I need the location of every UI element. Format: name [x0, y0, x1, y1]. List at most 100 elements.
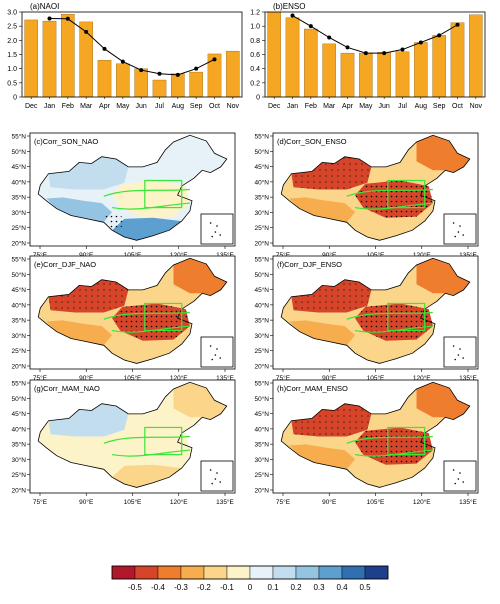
- lon-tick-label: 120°E: [170, 374, 188, 382]
- series-point: [175, 72, 180, 77]
- series-line: [292, 15, 458, 54]
- x-tick-label: Apr: [342, 103, 354, 110]
- significance-stipple: [48, 279, 129, 313]
- lat-tick-label: 50°N: [254, 271, 269, 279]
- bar: [61, 14, 75, 98]
- region-fill: [173, 258, 227, 296]
- lat-tick-label: 20°N: [11, 487, 26, 495]
- lat-tick-label: 50°N: [11, 271, 26, 279]
- region-fill: [355, 464, 425, 488]
- x-tick-label: Oct: [209, 103, 220, 110]
- island-dot: [209, 469, 212, 471]
- lat-tick-label: 20°N: [11, 363, 26, 371]
- yangtze-river: [111, 202, 190, 210]
- lon-tick-label: 135°E: [459, 374, 477, 382]
- colorbar: -0.5 -0.4 -0.3 -0.2 -0.1 0 0.1 0.2 0.3 0.4 0.5: [111, 565, 389, 592]
- south-china-sea-inset: [443, 460, 477, 492]
- lon-tick-label: 105°E: [124, 251, 142, 259]
- yellow-river: [346, 311, 433, 320]
- region-fill: [289, 320, 355, 346]
- x-tick-label: Jun: [379, 103, 390, 110]
- island-dot: [219, 234, 221, 236]
- lat-tick-label: 45°N: [11, 163, 26, 171]
- colorbar-swatch: [341, 565, 366, 580]
- lat-tick-label: 55°N: [254, 380, 269, 388]
- y-tick-label: 1.0: [7, 66, 17, 73]
- region-fill: [173, 135, 227, 173]
- lat-tick-label: 40°N: [11, 301, 26, 309]
- lat-tick-label: 40°N: [11, 425, 26, 433]
- bar: [414, 42, 428, 98]
- series-point: [308, 24, 313, 29]
- series-point: [455, 22, 460, 27]
- lat-tick-label: 40°N: [254, 178, 269, 186]
- region-fill: [355, 340, 425, 364]
- lat-tick-label: 45°N: [254, 163, 269, 171]
- colorbar-swatch: [111, 565, 136, 580]
- island-dot: [214, 231, 217, 233]
- lon-tick-label: 90°E: [79, 498, 94, 506]
- yellow-river: [103, 188, 190, 197]
- island-dot: [454, 235, 457, 238]
- lat-tick-label: 30°N: [254, 456, 269, 464]
- region-fill: [416, 258, 470, 296]
- island-dot: [219, 357, 221, 359]
- study-region-box: [387, 426, 426, 456]
- colorbar-swatch: [295, 565, 320, 580]
- x-tick-label: Sep: [190, 103, 203, 110]
- lat-tick-label: 50°N: [11, 395, 26, 403]
- yangtze-river: [111, 449, 190, 457]
- island-dot: [459, 348, 461, 350]
- lon-tick-label: 90°E: [322, 374, 337, 382]
- lat-tick-label: 50°N: [254, 395, 269, 403]
- lat-tick-label: 35°N: [11, 317, 26, 325]
- colorbar-label: 0.3: [313, 583, 325, 592]
- south-china-sea-inset: [443, 336, 477, 368]
- island-dot: [219, 481, 221, 483]
- significance-stipple: [291, 279, 372, 313]
- series-line: [49, 18, 215, 76]
- lat-tick-label: 55°N: [11, 256, 26, 264]
- south-china-sea-inset: [200, 213, 234, 245]
- y-tick-label: 1.2: [250, 10, 260, 17]
- y-tick-label: 0.6: [250, 52, 260, 59]
- lat-tick-label: 40°N: [254, 425, 269, 433]
- island-dot: [216, 472, 218, 474]
- lon-tick-label: 75°E: [33, 374, 48, 382]
- lat-tick-label: 30°N: [254, 209, 269, 217]
- colorbar-label: -0.2: [197, 583, 211, 592]
- x-tick-label: Aug: [172, 103, 185, 110]
- map-panel-label: (f)Corr_DJF_ENSO: [277, 260, 342, 269]
- yangtze-river: [354, 449, 433, 457]
- colorbar-swatch: [249, 565, 274, 580]
- lat-tick-label: 20°N: [254, 487, 269, 495]
- y-tick-label: 0.4: [250, 66, 260, 73]
- study-region-box: [144, 179, 183, 209]
- series-point: [290, 13, 295, 18]
- country-outline: [280, 134, 471, 241]
- colorbar-label: -0.1: [220, 583, 234, 592]
- lon-tick-label: 105°E: [124, 374, 142, 382]
- bar: [377, 52, 391, 98]
- lon-tick-label: 120°E: [413, 498, 431, 506]
- island-dot: [452, 345, 455, 347]
- colorbar-swatch: [318, 565, 343, 580]
- x-tick-label: Jul: [398, 103, 407, 110]
- country-outline: [280, 257, 471, 364]
- lat-tick-label: 40°N: [254, 301, 269, 309]
- lat-tick-label: 55°N: [254, 256, 269, 264]
- lat-tick-label: 25°N: [11, 224, 26, 232]
- bar: [450, 22, 465, 98]
- colorbar-swatch: [134, 565, 159, 580]
- colorbar-swatch: [180, 565, 205, 580]
- island-dot: [454, 482, 457, 485]
- lat-tick-label: 35°N: [254, 441, 269, 449]
- series-point: [47, 16, 52, 21]
- yangtze-river: [111, 325, 190, 333]
- series-point: [400, 47, 405, 52]
- y-tick-label: 0.8: [250, 38, 260, 45]
- y-tick-label: 1.5: [7, 52, 17, 59]
- lat-tick-label: 35°N: [11, 441, 26, 449]
- series-point: [363, 51, 368, 56]
